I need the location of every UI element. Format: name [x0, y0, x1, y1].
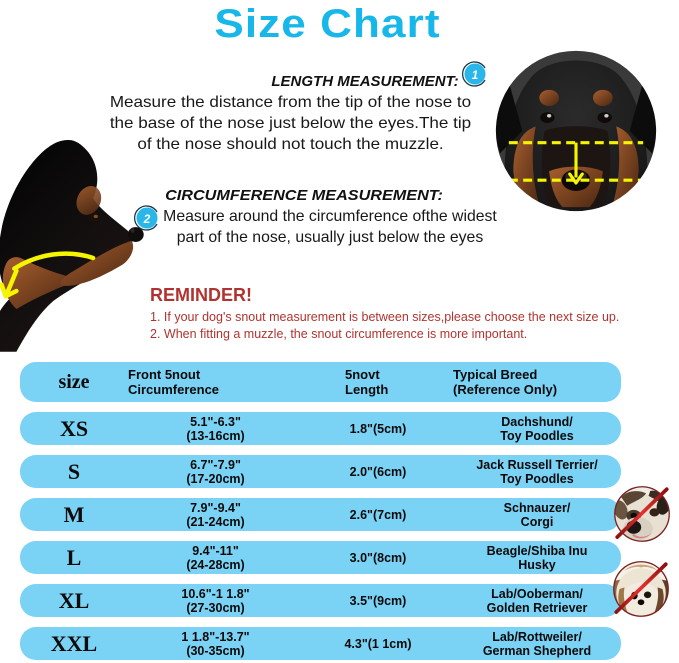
- svg-text:2: 2: [143, 212, 151, 226]
- svg-text:1: 1: [472, 68, 479, 82]
